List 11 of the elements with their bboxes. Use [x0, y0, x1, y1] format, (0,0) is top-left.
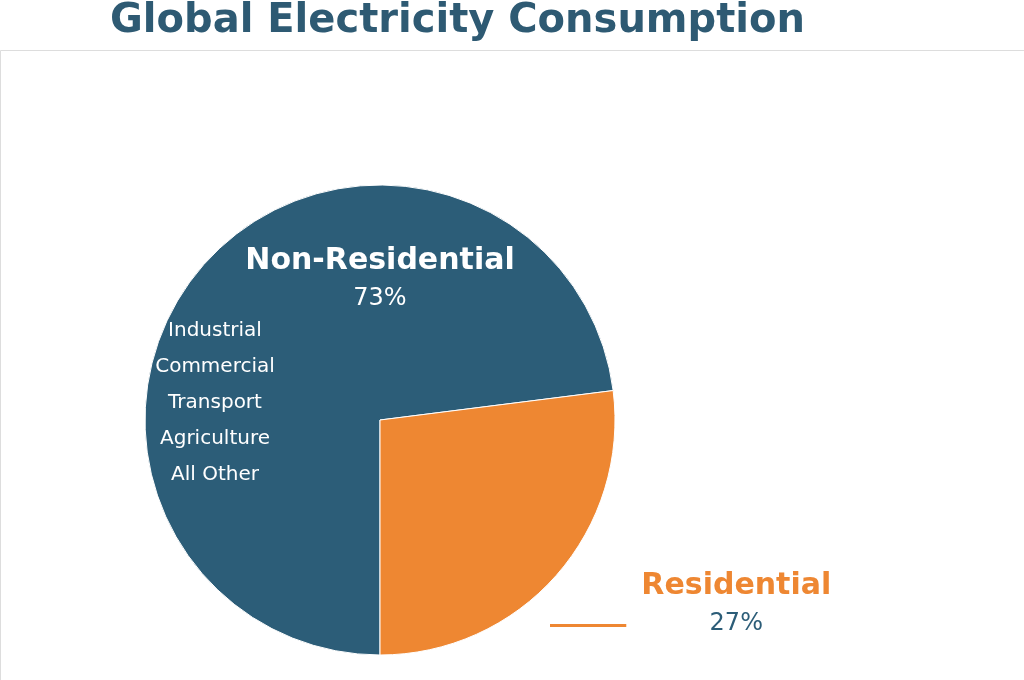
slice-label: Non-Residential [245, 241, 515, 276]
chart-title: Global Electricity Consumption [110, 0, 805, 41]
slice-label: Residential [641, 566, 832, 602]
pie-slice [144, 184, 614, 656]
text: Industrial [168, 317, 262, 341]
text: Transport [167, 389, 263, 413]
text: All Other [171, 461, 260, 485]
text: Agriculture [160, 425, 270, 449]
data-label: 27% [709, 608, 763, 637]
data-label: 73% [353, 283, 407, 311]
text: Commercial [155, 353, 275, 377]
